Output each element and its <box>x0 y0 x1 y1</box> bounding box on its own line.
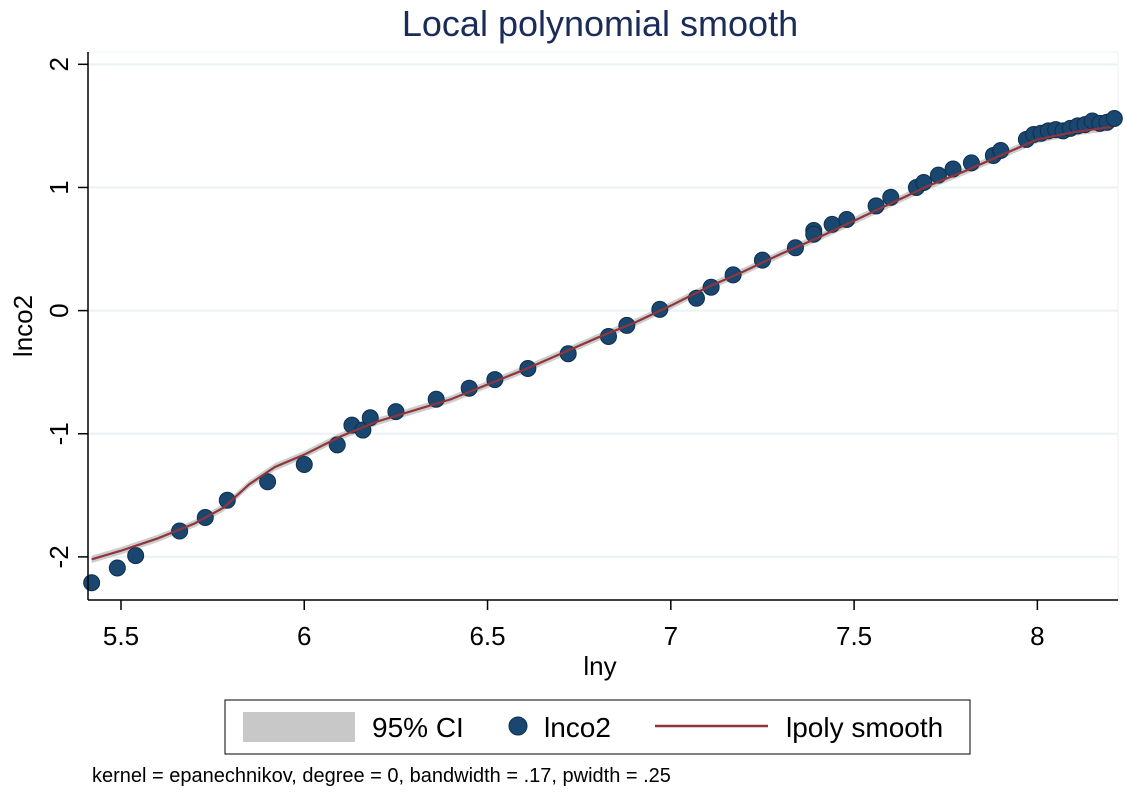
legend-point-marker <box>508 716 528 736</box>
chart-note: kernel = epanechnikov, degree = 0, bandw… <box>92 765 671 787</box>
smooth-line <box>91 126 1111 561</box>
y-tick-label: -1 <box>44 422 74 445</box>
y-tick-label: 1 <box>44 180 74 194</box>
x-tick-label: 7.5 <box>836 621 872 651</box>
data-point <box>295 456 313 474</box>
smooth-line-layer <box>91 126 1111 561</box>
data-point <box>108 559 126 577</box>
legend: 95% CI lnco2 lpoly smooth <box>224 699 971 755</box>
y-tick-label: 0 <box>44 303 74 317</box>
x-axis-ticks: 5.5 6 6.5 7 7.5 8 <box>103 600 1045 651</box>
gridlines <box>88 63 1118 558</box>
y-tick-label: -2 <box>44 545 74 568</box>
legend-points-label: lnco2 <box>544 712 611 743</box>
x-tick-label: 6.5 <box>469 621 505 651</box>
x-tick-label: 6 <box>297 621 311 651</box>
y-tick-label: 2 <box>44 57 74 71</box>
y-axis-ticks: -2 -1 0 1 2 <box>44 57 88 568</box>
x-axis-label: lny <box>583 651 616 681</box>
data-point <box>218 491 236 509</box>
legend-ci-swatch <box>243 712 355 742</box>
x-tick-label: 7 <box>664 621 678 651</box>
chart-title: Local polynomial smooth <box>402 3 798 44</box>
data-point <box>127 547 145 565</box>
legend-ci-label: 95% CI <box>372 712 464 743</box>
plot-area <box>87 51 1119 601</box>
legend-line-label: lpoly smooth <box>786 712 943 743</box>
data-point <box>83 574 101 592</box>
data-point <box>259 473 277 491</box>
y-axis-label: lnco2 <box>8 295 38 357</box>
x-tick-label: 5.5 <box>103 621 139 651</box>
data-point <box>1105 109 1123 127</box>
x-tick-label: 8 <box>1030 621 1044 651</box>
